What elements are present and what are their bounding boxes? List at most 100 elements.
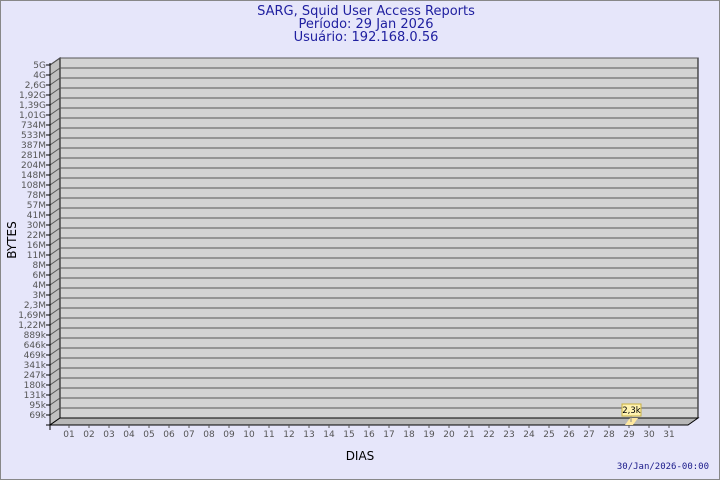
gridline-side (49, 167, 61, 176)
chart-title: SARG, Squid User Access Reports (257, 4, 475, 19)
x-tick-label: 25 (543, 430, 554, 440)
x-tick-label: 28 (603, 430, 615, 440)
y-tick-label: 469k (24, 351, 47, 361)
y-tick-label: 281M (21, 151, 46, 161)
x-tick-label: 29 (623, 430, 635, 440)
x-tick-label: 03 (103, 430, 114, 440)
y-tick-label: 2,3M (24, 301, 46, 311)
x-tick-label: 01 (63, 430, 74, 440)
gridline-side (49, 207, 61, 216)
gridline-side (49, 307, 61, 316)
x-tick-label: 19 (423, 430, 435, 440)
gridline-side (49, 197, 61, 206)
gridline-side (49, 87, 61, 96)
x-tick-label: 16 (363, 430, 375, 440)
floor (48, 417, 700, 426)
chart-subtitle-period: Período: 29 Jan 2026 (299, 17, 434, 32)
y-tick-label: 889k (24, 331, 47, 341)
y-tick-label: 180k (24, 381, 47, 391)
x-tick-label: 06 (163, 430, 175, 440)
y-tick-label: 8M (33, 261, 47, 271)
y-tick-label: 204M (21, 161, 46, 171)
gridline-side (49, 367, 61, 376)
y-tick-label: 5G (33, 61, 46, 71)
gridline-side (49, 317, 61, 326)
gridline-side (49, 347, 61, 356)
gridline-side (49, 107, 61, 116)
y-tick-label: 4G (33, 71, 46, 81)
y-tick-label: 131k (24, 391, 47, 401)
x-tick-label: 09 (223, 430, 235, 440)
y-tick-label: 22M (27, 231, 46, 241)
y-tick-label: 30M (27, 221, 46, 231)
y-tick-label: 6M (33, 271, 47, 281)
gridline-side (49, 97, 61, 106)
gridline-side (49, 237, 61, 246)
x-tick-label: 10 (243, 430, 255, 440)
x-tick-label: 08 (203, 430, 215, 440)
x-tick-label: 30 (643, 430, 655, 440)
chart-subtitle-user: Usuário: 192.168.0.56 (294, 30, 439, 45)
y-tick-label: 387M (21, 141, 46, 151)
gridline-side (49, 327, 61, 336)
data-label-box (621, 403, 642, 417)
gridline-side (49, 297, 61, 306)
gridline-side (49, 227, 61, 236)
x-tick-label: 05 (143, 430, 154, 440)
gridline-side (49, 177, 61, 186)
y-axis-label: BYTES (5, 221, 19, 258)
y-tick-label: 57M (27, 201, 46, 211)
x-tick-label: 15 (343, 430, 354, 440)
timestamp: 30/Jan/2026-00:00 (617, 462, 709, 472)
y-tick-label: 2,6G (25, 81, 46, 91)
x-tick-label: 04 (123, 430, 135, 440)
y-tick-label: 247k (24, 371, 47, 381)
gridline-side (49, 337, 61, 346)
plot-area: 5G4G2,6G1,92G1,39G1,01G734M533M387M281M2… (18, 57, 700, 440)
x-tick-label: 02 (83, 430, 94, 440)
x-tick-label: 07 (183, 430, 194, 440)
y-tick-label: 69k (29, 411, 46, 421)
data-label: 2,3k (622, 406, 641, 416)
y-tick-label: 646k (24, 341, 47, 351)
gridline-side (49, 247, 61, 256)
gridline-side (49, 407, 61, 416)
y-tick-label: 1,39G (19, 101, 46, 111)
y-tick-label: 1,92G (19, 91, 46, 101)
x-tick-label: 26 (563, 430, 575, 440)
y-tick-label: 41M (27, 211, 46, 221)
gridline-side (49, 287, 61, 296)
x-tick-label: 24 (523, 430, 535, 440)
y-tick-label: 1,01G (19, 111, 46, 121)
y-tick-label: 4M (33, 281, 47, 291)
x-tick-label: 20 (443, 430, 455, 440)
x-tick-label: 22 (483, 430, 494, 440)
y-tick-label: 3M (33, 291, 47, 301)
y-tick-label: 1,22M (18, 321, 46, 331)
y-tick-label: 11M (27, 251, 46, 261)
gridline-side (49, 357, 61, 366)
y-tick-label: 95k (29, 401, 46, 411)
y-tick-label: 734M (21, 121, 46, 131)
gridline-side (49, 387, 61, 396)
x-tick-label: 11 (263, 430, 274, 440)
gridline-side (49, 57, 61, 66)
gridline-side (49, 257, 61, 266)
x-axis-label: DIAS (346, 449, 375, 463)
gridline-side (49, 157, 61, 166)
y-tick-label: 78M (27, 191, 46, 201)
gridline-side (49, 127, 61, 136)
gridline-side (49, 187, 61, 196)
x-tick-label: 13 (303, 430, 314, 440)
gridline-side (49, 147, 61, 156)
gridline-side (49, 267, 61, 276)
gridline-side (49, 77, 61, 86)
gridline-side (49, 67, 61, 76)
gridline-side (49, 217, 61, 226)
gridline-side (49, 397, 61, 406)
y-tick-label: 148M (21, 171, 46, 181)
gridline-side (49, 377, 61, 386)
x-tick-label: 31 (663, 430, 674, 440)
x-tick-label: 21 (463, 430, 474, 440)
